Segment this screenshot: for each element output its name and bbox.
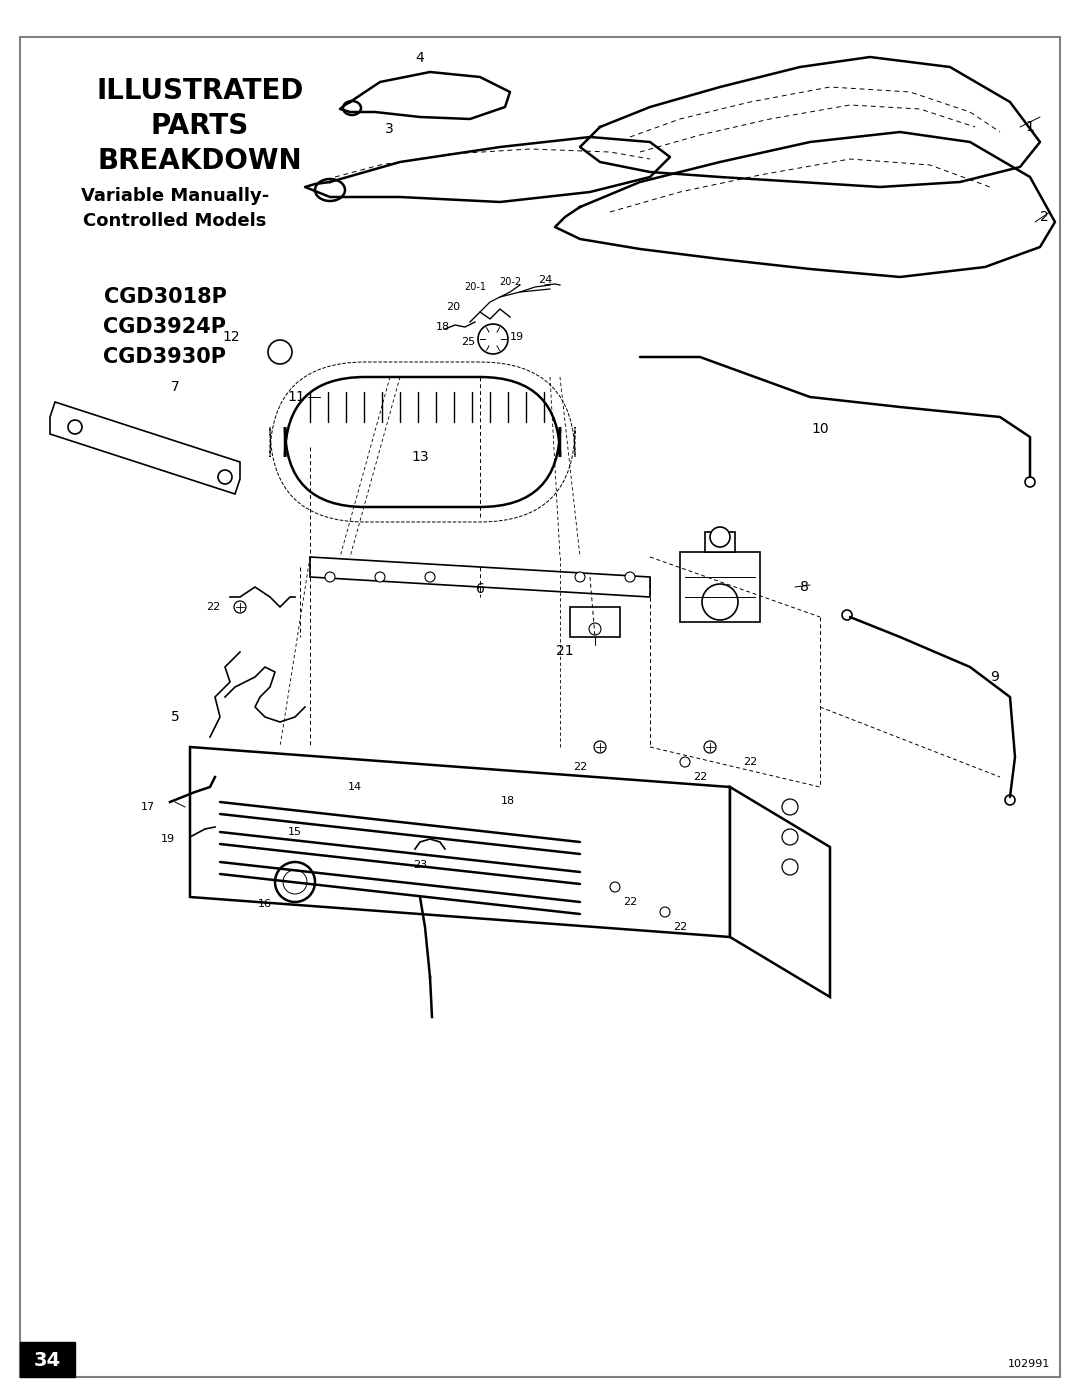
Polygon shape [190,747,730,937]
Text: ILLUSTRATED: ILLUSTRATED [96,77,303,105]
Circle shape [842,610,852,620]
Polygon shape [730,787,831,997]
Circle shape [1005,795,1015,805]
Circle shape [589,623,600,636]
Text: 22: 22 [693,773,707,782]
Text: 9: 9 [990,671,999,685]
Text: 11: 11 [287,390,305,404]
Text: 3: 3 [384,122,394,136]
Circle shape [478,324,508,353]
Bar [680,552,760,622]
Text: 19: 19 [510,332,524,342]
Circle shape [218,469,232,483]
Text: 22: 22 [673,922,687,932]
Text: 10: 10 [811,422,828,436]
Text: BREAKDOWN: BREAKDOWN [97,147,302,175]
Text: 20-1: 20-1 [464,282,486,292]
Text: 16: 16 [258,900,272,909]
Text: 4: 4 [416,52,424,66]
Circle shape [782,859,798,875]
Circle shape [660,907,670,916]
Circle shape [704,740,716,753]
Circle shape [594,740,606,753]
Text: 12: 12 [222,330,240,344]
Text: 20: 20 [446,302,460,312]
Polygon shape [310,557,650,597]
Text: 7: 7 [171,380,179,394]
Circle shape [575,571,585,583]
Circle shape [702,584,738,620]
Text: 25: 25 [461,337,475,346]
Text: 2: 2 [1040,210,1049,224]
Text: 22: 22 [206,602,220,612]
Text: 24: 24 [538,275,552,285]
Circle shape [610,882,620,893]
Circle shape [283,870,307,894]
Text: 13: 13 [411,450,429,464]
Text: 22: 22 [572,761,588,773]
Text: 23: 23 [413,861,427,870]
Text: 18: 18 [501,796,515,806]
Bar [705,532,735,552]
Text: 20-2: 20-2 [499,277,521,286]
Text: CGD3930P: CGD3930P [104,346,227,367]
Text: 15: 15 [288,827,302,837]
Circle shape [234,601,246,613]
Text: 102991: 102991 [1008,1359,1050,1369]
Circle shape [710,527,730,548]
Text: CGD3018P: CGD3018P [104,286,227,307]
Circle shape [625,571,635,583]
Circle shape [1025,476,1035,488]
Text: 14: 14 [348,782,362,792]
Circle shape [782,828,798,845]
Circle shape [275,862,315,902]
Text: 18: 18 [436,321,450,332]
Circle shape [782,799,798,814]
Text: Variable Manually-: Variable Manually- [81,187,269,205]
Text: 22: 22 [743,757,757,767]
Circle shape [680,757,690,767]
Text: 8: 8 [800,580,809,594]
Polygon shape [50,402,240,495]
Text: CGD3924P: CGD3924P [104,317,227,337]
Circle shape [268,339,292,365]
Circle shape [68,420,82,434]
Bar [21,1343,75,1377]
Text: 21: 21 [556,644,573,658]
Text: 1: 1 [1025,120,1034,134]
Circle shape [375,571,384,583]
Ellipse shape [315,179,345,201]
Text: 5: 5 [172,710,180,724]
Text: 19: 19 [161,834,175,844]
Text: Controlled Models: Controlled Models [83,212,267,231]
FancyBboxPatch shape [285,377,561,507]
Text: 6: 6 [475,583,485,597]
Text: PARTS: PARTS [151,112,249,140]
Text: 17: 17 [140,802,156,812]
Text: 22: 22 [623,897,637,907]
Polygon shape [570,608,620,637]
Text: 34: 34 [33,1351,60,1369]
Ellipse shape [343,101,361,115]
Circle shape [325,571,335,583]
Circle shape [426,571,435,583]
